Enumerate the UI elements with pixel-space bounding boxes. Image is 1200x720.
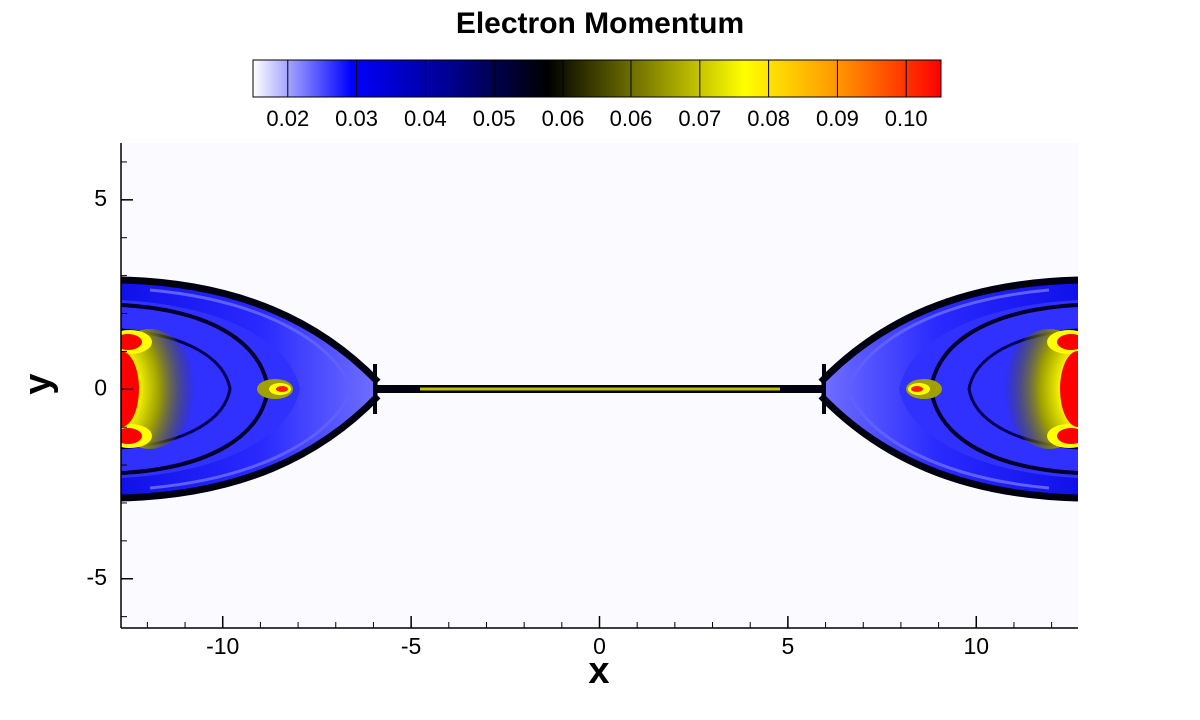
- colorbar: [252, 59, 942, 98]
- y-tick-label: 0: [94, 374, 107, 400]
- colorbar-tick-label: 0.07: [678, 106, 721, 131]
- colorbar-tick-label: 0.05: [473, 106, 516, 131]
- x-tick-label: 10: [963, 633, 989, 659]
- x-tick-label: 5: [781, 633, 794, 659]
- contour-field: [121, 143, 1078, 628]
- colorbar-tick-label: 0.06: [610, 106, 653, 131]
- colorbar-tick-label: 0.08: [747, 106, 790, 131]
- y-tick-label: 5: [94, 185, 107, 211]
- colorbar-tick-label: 0.10: [885, 106, 928, 131]
- colorbar-ramp: [252, 59, 942, 98]
- axes: [120, 143, 1078, 629]
- colorbar-tick-label: 0.06: [542, 106, 585, 131]
- x-tick-label: -5: [401, 633, 421, 659]
- x-tick-label: 0: [593, 633, 606, 659]
- colorbar-tick-label: 0.03: [335, 106, 378, 131]
- y-tick-label: -5: [87, 564, 107, 590]
- chart-title: Electron Momentum: [456, 7, 744, 40]
- colorbar-tick-label: 0.02: [266, 106, 309, 131]
- y-axis-label: y: [17, 373, 59, 394]
- x-axis-label: x: [588, 650, 609, 692]
- colorbar-tick-label: 0.09: [816, 106, 859, 131]
- x-tick-label: -10: [206, 633, 239, 659]
- colorbar-tick-label: 0.04: [404, 106, 447, 131]
